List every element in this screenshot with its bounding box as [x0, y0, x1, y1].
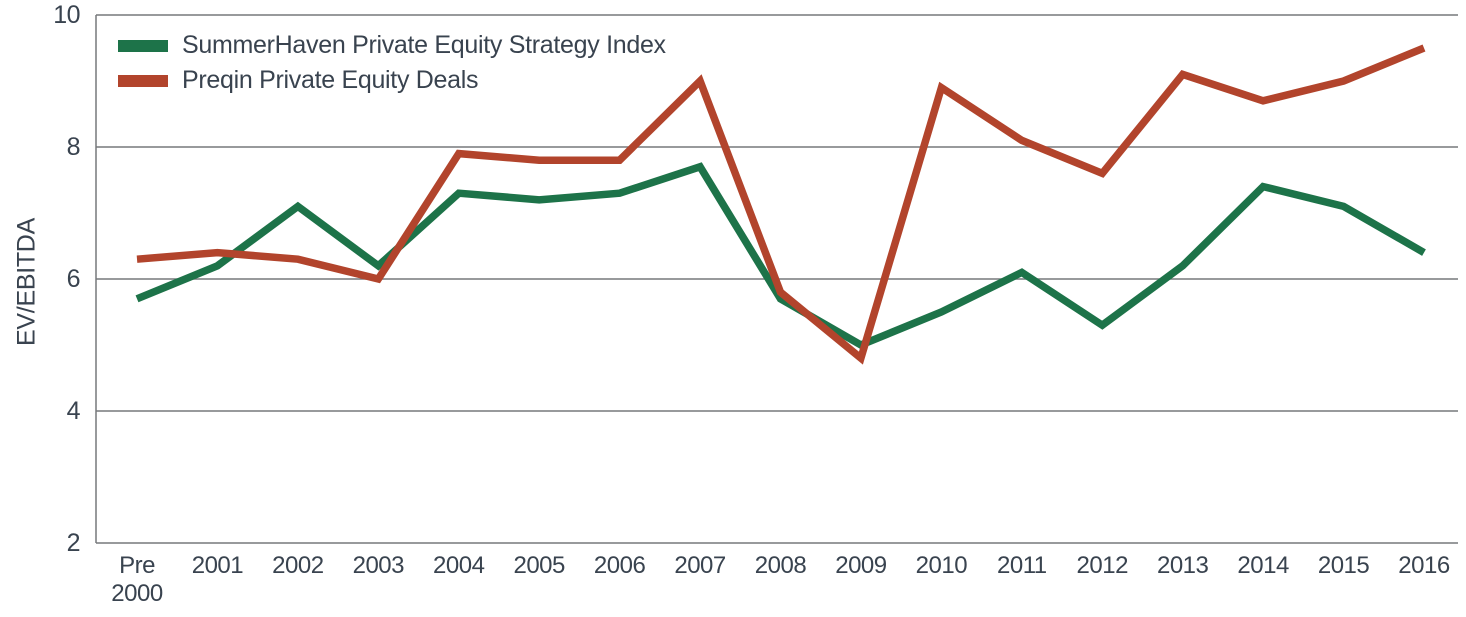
- legend-swatch-red: [118, 74, 168, 87]
- legend-label-preqin: Preqin Private Equity Deals: [182, 66, 479, 94]
- x-tick-label-2008: 2008: [754, 552, 807, 579]
- legend-item-preqin: Preqin Private Equity Deals: [118, 63, 666, 98]
- x-tick-label-2015: 2015: [1317, 552, 1370, 579]
- x-tick-label-2013: 2013: [1156, 552, 1209, 579]
- x-tick-label-2011: 2011: [997, 552, 1047, 579]
- x-tick-label-2010: 2010: [915, 552, 968, 579]
- x-tick-label-pre-2000: Pre 2000: [111, 552, 163, 607]
- x-tick-label-2003: 2003: [352, 552, 405, 579]
- series-line-1: [136, 44, 1426, 365]
- x-tick-label-2005: 2005: [513, 552, 565, 579]
- legend-label-summerhaven: SummerHaven Private Equity Strategy Inde…: [182, 31, 666, 59]
- x-tick-label-2004: 2004: [433, 552, 485, 579]
- y-tick-label-8: 8: [66, 133, 81, 161]
- x-tick-label-2002: 2002: [272, 552, 324, 579]
- legend-item-summerhaven: SummerHaven Private Equity Strategy Inde…: [118, 28, 666, 63]
- y-tick-label-4: 4: [66, 397, 81, 425]
- x-tick-label-2007: 2007: [674, 552, 726, 579]
- x-tick-label-2012: 2012: [1076, 552, 1129, 579]
- series-line-0: [135, 162, 1426, 350]
- legend: SummerHaven Private Equity Strategy Inde…: [118, 28, 666, 98]
- x-tick-label-2001: 2001: [191, 552, 244, 579]
- x-tick-label-2014: 2014: [1237, 552, 1289, 579]
- y-tick-label-2: 2: [66, 529, 81, 557]
- y-tick-label-10: 10: [53, 1, 80, 29]
- y-tick-label-6: 6: [66, 265, 81, 293]
- legend-swatch-green: [118, 39, 168, 52]
- x-tick-label-2006: 2006: [593, 552, 646, 579]
- x-tick-label-2009: 2009: [835, 552, 887, 579]
- x-tick-label-2016: 2016: [1398, 552, 1450, 579]
